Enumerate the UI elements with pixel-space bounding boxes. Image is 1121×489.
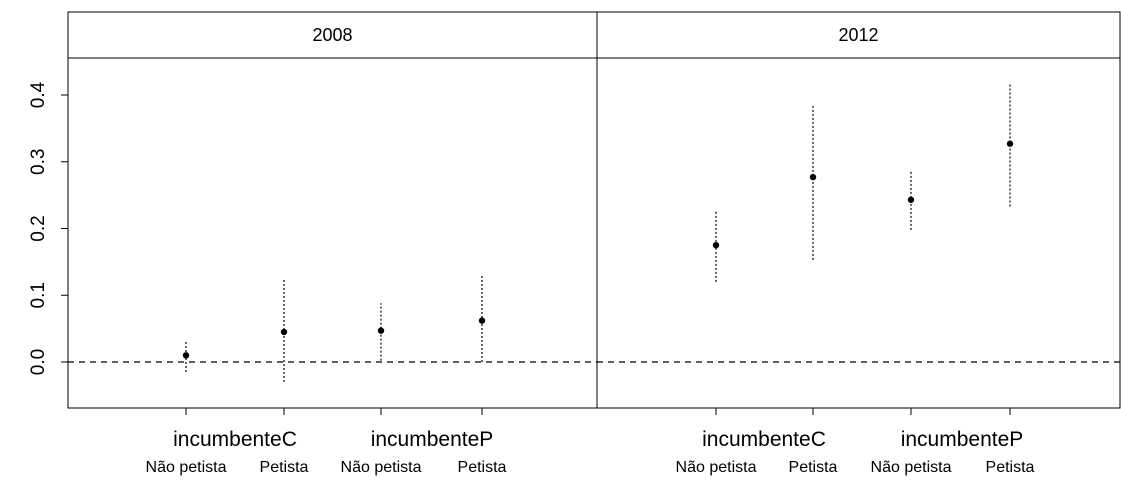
x-sub-label: Petista — [986, 459, 1035, 476]
x-sub-label: Petista — [260, 459, 309, 476]
x-sub-label: Não petista — [146, 459, 227, 476]
data-point — [377, 327, 385, 334]
panel-title: 2008 — [312, 25, 352, 45]
x-sub-label: Não petista — [871, 459, 952, 476]
panel-title: 2012 — [838, 25, 878, 45]
x-group-label: incumbenteC — [173, 428, 297, 451]
y-tick-label: 0.0 — [28, 349, 49, 375]
data-point — [478, 317, 486, 324]
x-sub-label: Petista — [458, 459, 507, 476]
x-group-label: incumbenteP — [901, 428, 1024, 451]
y-tick-label: 0.3 — [28, 149, 49, 175]
y-tick-label: 0.1 — [28, 282, 49, 308]
x-sub-label: Petista — [789, 459, 838, 476]
data-point — [712, 241, 720, 249]
x-sub-label: Não petista — [676, 459, 757, 476]
data-point — [907, 196, 915, 203]
x-group-label: incumbenteP — [371, 428, 494, 451]
data-point — [1006, 140, 1014, 147]
data-point — [809, 173, 817, 181]
x-group-label: incumbenteC — [702, 428, 826, 451]
data-point — [182, 352, 190, 359]
x-sub-label: Não petista — [341, 459, 422, 476]
y-tick-label: 0.2 — [28, 215, 49, 241]
plot-frame — [67, 11, 1121, 409]
data-point — [280, 328, 288, 336]
y-tick-label: 0.4 — [28, 81, 49, 108]
